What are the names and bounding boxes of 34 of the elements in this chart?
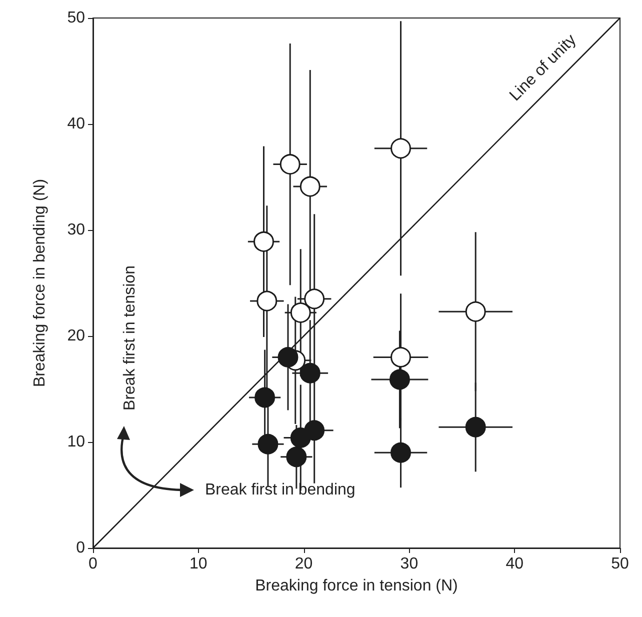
point [465, 416, 486, 438]
x-tick-label: 40 [506, 556, 524, 572]
x-tick-label: 30 [400, 556, 418, 572]
point [300, 176, 320, 197]
point [286, 446, 307, 468]
point [300, 362, 320, 384]
annotation: Break first in bending [205, 482, 356, 498]
point [465, 301, 486, 322]
point [258, 434, 278, 454]
point [304, 420, 325, 441]
point [278, 346, 298, 368]
y-tick-label: 40 [67, 116, 86, 132]
point [280, 154, 300, 175]
annotation: Break first in tension [122, 266, 138, 410]
point [290, 302, 311, 323]
point [254, 387, 276, 408]
point [390, 442, 412, 463]
x-tick-label: 20 [294, 556, 313, 572]
y-axis-title: Breaking force in bending (N) [32, 178, 48, 388]
point [389, 369, 410, 390]
y-tick-label: 50 [67, 10, 86, 26]
y-tick-label: 20 [67, 328, 86, 344]
x-tick-label: 50 [611, 556, 629, 572]
point [304, 288, 325, 310]
y-tick-label: 10 [67, 434, 86, 450]
y-tick-label: 30 [67, 222, 86, 238]
point [390, 138, 412, 159]
y-tick-label: 0 [76, 540, 86, 556]
x-tick-label: 10 [190, 556, 208, 572]
x-tick-label: 0 [88, 556, 98, 572]
point [254, 231, 274, 252]
point [390, 346, 412, 368]
x-axis-title: Breaking force in tension (N) [255, 578, 458, 594]
point [256, 290, 278, 312]
